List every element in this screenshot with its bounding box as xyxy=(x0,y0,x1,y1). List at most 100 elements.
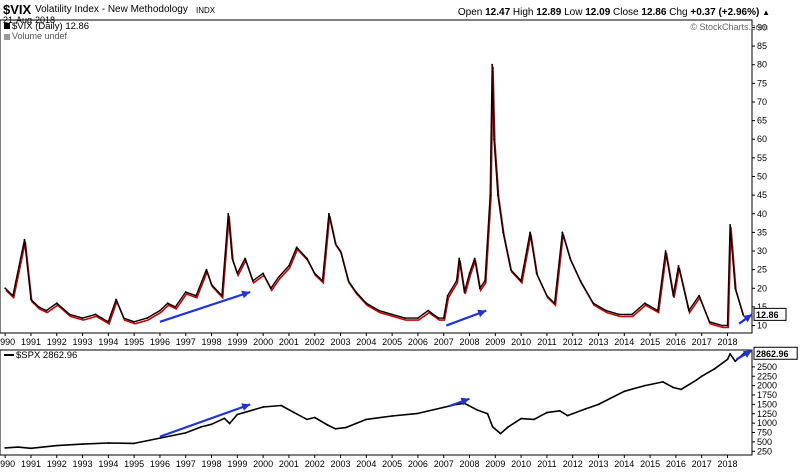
close-label: Close xyxy=(613,7,639,18)
spx-data-point xyxy=(695,379,698,381)
x-axis-spx-tick-label: 2006 xyxy=(408,459,428,469)
vix-data-point xyxy=(115,298,117,301)
x-axis-vix-tick-label: 2013 xyxy=(588,337,608,347)
x-axis-vix-tick-label: 1995 xyxy=(124,337,144,347)
chg-label: Chg xyxy=(669,7,688,18)
spx-data-point xyxy=(672,386,675,389)
x-axis-vix-tick-label: 1997 xyxy=(176,337,196,347)
spx-data-point xyxy=(566,414,569,417)
vix-y-tick-label: 70 xyxy=(757,97,767,107)
spx-data-point xyxy=(520,417,522,420)
vix-data-point xyxy=(4,287,7,290)
legend-vix-swatch xyxy=(4,23,10,30)
vix-data-point xyxy=(81,317,84,319)
spx-data-point xyxy=(476,409,479,411)
x-axis-vix-tick-label: 2007 xyxy=(434,337,454,347)
vix-data-point xyxy=(334,242,337,245)
vix-y-tick-label: 50 xyxy=(757,172,767,182)
vix-y-tick-label: 85 xyxy=(757,41,767,51)
x-axis-spx-tick-label: 2010 xyxy=(511,459,531,469)
x-axis-spx-tick-label: 2000 xyxy=(253,459,273,469)
x-axis-vix-tick-label: 1990 xyxy=(0,337,15,347)
vix-data-point xyxy=(94,313,97,316)
x-axis-vix-tick-label: 2004 xyxy=(356,337,376,347)
spx-arrow-shaft xyxy=(159,403,251,438)
spx-data-point xyxy=(597,403,600,406)
vix-data-point xyxy=(12,294,14,297)
vix-data-point xyxy=(68,313,71,316)
vix-data-point xyxy=(708,320,711,323)
x-axis-spx-tick-label: 2014 xyxy=(614,459,634,469)
vix-series-line xyxy=(4,63,744,327)
vix-data-point xyxy=(355,291,357,293)
vix-y-tick-label: 55 xyxy=(757,153,767,163)
vix-last-value-label: 12.86 xyxy=(756,310,779,320)
vix-data-point xyxy=(378,309,381,312)
legend-volume: Volume undef xyxy=(4,31,67,41)
spx-data-point xyxy=(644,384,646,387)
vix-data-point xyxy=(30,298,32,301)
vix-data-point xyxy=(133,320,136,323)
x-axis-spx-tick-label: 1996 xyxy=(150,459,170,469)
vix-data-point xyxy=(37,306,40,308)
spx-data-point xyxy=(417,412,419,415)
vix-data-point xyxy=(489,194,492,197)
spx-data-point xyxy=(726,358,729,361)
vix-data-point xyxy=(478,287,481,290)
vix-last-value-box xyxy=(753,307,787,321)
vix-data-point xyxy=(122,317,125,319)
vix-y-tick-label: 60 xyxy=(757,134,767,144)
vix-y-tick-label: 65 xyxy=(757,116,767,126)
spx-data-point xyxy=(713,367,716,370)
vix-data-point xyxy=(328,212,330,215)
spx-data-point xyxy=(334,427,337,430)
spx-data-point xyxy=(4,447,7,449)
vix-data-point xyxy=(244,257,247,260)
spx-data-point xyxy=(159,437,161,439)
vix-data-point xyxy=(365,302,368,305)
vix-data-point xyxy=(306,257,308,260)
vix-data-point xyxy=(656,309,659,312)
vix-data-point xyxy=(546,294,548,297)
chart-date: 21-Aug-2018 xyxy=(3,15,56,25)
x-axis-vix: 1990 1991 1992 1993 1994 1995 1996 1997 1998 1999… xyxy=(0,333,738,347)
vix-data-point xyxy=(726,324,729,327)
symbol-label: $VIX xyxy=(3,2,32,17)
vix-data-point xyxy=(270,287,272,290)
x-axis-spx-tick-label: 2013 xyxy=(588,459,608,469)
vix-arrow-head xyxy=(743,314,752,323)
spx-data-point xyxy=(17,446,19,448)
x-axis-vix-tick-label: 2012 xyxy=(563,337,583,347)
vix-arrow-head xyxy=(241,290,251,299)
x-axis-vix-tick-label: 1993 xyxy=(73,337,93,347)
vix-data-point xyxy=(687,309,690,312)
spx-data-point xyxy=(280,404,283,407)
x-axis-spx-tick-label: 2004 xyxy=(356,459,376,469)
vix-data-point xyxy=(734,287,737,290)
spx-arrow-head xyxy=(460,397,470,406)
vix-data-point xyxy=(535,272,538,275)
vix-y-tick-label: 25 xyxy=(757,265,767,275)
spx-data-point xyxy=(200,426,203,428)
spx-frame xyxy=(0,349,753,456)
x-axis-spx-tick-label: 2016 xyxy=(666,459,686,469)
vix-data-point xyxy=(729,224,731,226)
x-axis-vix-tick-label: 1992 xyxy=(47,337,67,347)
vix-data-point xyxy=(277,276,280,278)
spx-data-point xyxy=(486,412,489,415)
vix-data-point xyxy=(698,294,700,297)
vix-data-point xyxy=(107,320,110,323)
low-value: 12.09 xyxy=(585,7,611,18)
x-axis-spx-tick-label: 2008 xyxy=(460,459,480,469)
high-label: High xyxy=(512,7,534,18)
spx-data-point xyxy=(344,426,347,429)
vix-down-series-line xyxy=(5,66,745,329)
x-axis-vix-tick-label: 2017 xyxy=(692,337,712,347)
vix-data-point xyxy=(468,272,471,275)
x-axis-vix-tick-label: 2000 xyxy=(253,337,273,347)
vix-data-point xyxy=(664,250,667,252)
x-axis-vix-tick-label: 2011 xyxy=(537,337,556,347)
spx-data-point xyxy=(623,390,626,393)
vix-data-point xyxy=(391,313,393,316)
vix-data-point xyxy=(561,231,564,234)
